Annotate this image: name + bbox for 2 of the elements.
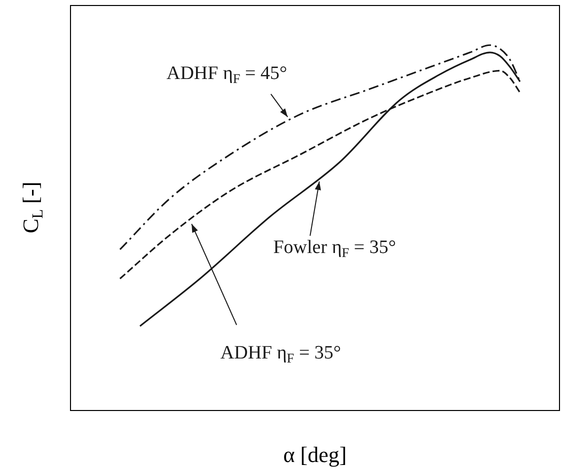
y-axis-title: CL [-] xyxy=(18,182,47,234)
x-axis-title: α [deg] xyxy=(283,442,347,467)
